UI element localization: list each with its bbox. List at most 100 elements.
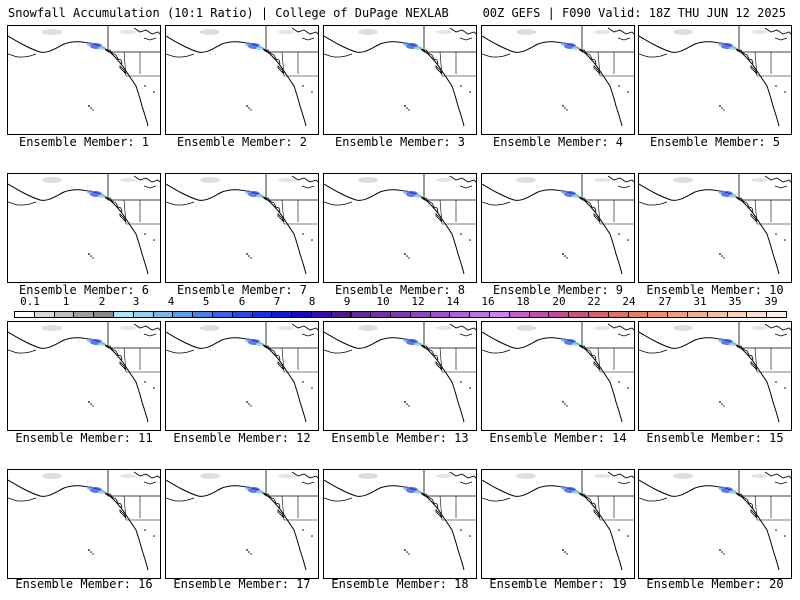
colorbar-swatch	[231, 311, 253, 318]
colorbar-swatch	[172, 311, 194, 318]
ensemble-member-label: Ensemble Member: 1	[18, 135, 150, 149]
ensemble-member-label: Ensemble Member: 18	[331, 577, 469, 591]
colorbar-swatch	[350, 311, 372, 318]
ensemble-member-label: Ensemble Member: 19	[489, 577, 627, 591]
ensemble-member-label: Ensemble Member: 20	[646, 577, 784, 591]
colorbar-swatch	[251, 311, 273, 318]
ensemble-member-map	[481, 469, 635, 579]
colorbar-swatch	[330, 311, 352, 318]
ensemble-member-label: Ensemble Member: 8	[334, 283, 466, 297]
colorbar-tick-label: 2	[98, 295, 106, 308]
colorbar-tick-label: 5	[202, 295, 210, 308]
ensemble-member-map	[7, 321, 161, 431]
colorbar-swatch	[449, 311, 471, 318]
colorbar-swatch	[390, 311, 411, 318]
colorbar-swatch	[271, 311, 293, 318]
colorbar-swatch	[667, 311, 688, 318]
colorbar-tick-label: 35	[728, 295, 742, 308]
colorbar-swatch	[132, 311, 154, 318]
colorbar-tick-label: 14	[446, 295, 460, 308]
ensemble-member-label: Ensemble Member: 11	[15, 431, 153, 445]
ensemble-member-label: Ensemble Member: 13	[331, 431, 469, 445]
colorbar-swatch	[409, 311, 431, 318]
colorbar-tick-label: 18	[516, 295, 530, 308]
run-valid-time: 00Z GEFS | F090 Valid: 18Z THU JUN 12 20…	[482, 6, 786, 20]
colorbar-tick-label: 1	[62, 295, 70, 308]
colorbar-swatch	[627, 311, 649, 318]
ensemble-member-map	[165, 25, 319, 135]
colorbar-swatch	[528, 311, 550, 318]
ensemble-member-map	[7, 469, 161, 579]
colorbar-swatch	[211, 311, 233, 318]
colorbar-swatch	[291, 311, 312, 318]
colorbar-tick-label: 0.1	[20, 295, 40, 308]
colorbar-tick-label: 12	[411, 295, 425, 308]
ensemble-member-label: Ensemble Member: 12	[173, 431, 311, 445]
colorbar-swatch	[429, 311, 451, 318]
colorbar-swatch	[152, 311, 174, 318]
ensemble-member-map	[638, 25, 792, 135]
colorbar-swatch	[766, 311, 787, 318]
colorbar-swatch	[607, 311, 629, 318]
colorbar-swatch	[53, 311, 75, 318]
ensemble-member-label: Ensemble Member: 7	[176, 283, 308, 297]
ensemble-member-map	[7, 25, 161, 135]
colorbar-swatch	[310, 311, 332, 318]
ensemble-member-label: Ensemble Member: 4	[492, 135, 624, 149]
colorbar-swatch	[112, 311, 134, 318]
ensemble-member-map	[638, 469, 792, 579]
ensemble-member-map	[165, 321, 319, 431]
colorbar-tick-label: 20	[552, 295, 566, 308]
colorbar-swatch	[568, 311, 590, 318]
ensemble-member-map	[481, 25, 635, 135]
colorbar-swatch	[73, 311, 95, 318]
colorbar-swatch	[370, 311, 392, 318]
ensemble-member-label: Ensemble Member: 3	[334, 135, 466, 149]
ensemble-member-label: Ensemble Member: 14	[489, 431, 627, 445]
colorbar-swatch	[14, 311, 35, 318]
colorbar-tick-label: 27	[658, 295, 672, 308]
ensemble-member-label: Ensemble Member: 5	[649, 135, 781, 149]
chart-title: Snowfall Accumulation (10:1 Ratio) | Col…	[8, 6, 449, 20]
ensemble-member-label: Ensemble Member: 9	[492, 283, 624, 297]
colorbar-swatch	[726, 311, 748, 318]
ensemble-member-map	[638, 173, 792, 283]
colorbar-swatch	[548, 311, 570, 318]
colorbar-swatch	[706, 311, 728, 318]
ensemble-member-map	[481, 321, 635, 431]
colorbar-swatch	[93, 311, 114, 318]
ensemble-member-label: Ensemble Member: 16	[15, 577, 153, 591]
ensemble-member-map	[638, 321, 792, 431]
ensemble-member-map	[323, 469, 477, 579]
colorbar-tick-label: 16	[481, 295, 495, 308]
ensemble-member-map	[165, 469, 319, 579]
ensemble-member-map	[323, 173, 477, 283]
colorbar-tick-label: 10	[376, 295, 390, 308]
ensemble-member-map	[323, 321, 477, 431]
ensemble-member-label: Ensemble Member: 2	[176, 135, 308, 149]
colorbar-tick-label: 7	[273, 295, 281, 308]
colorbar-tick-label: 31	[693, 295, 707, 308]
ensemble-member-label: Ensemble Member: 6	[18, 283, 150, 297]
colorbar-tick-label: 22	[587, 295, 601, 308]
colorbar-swatch	[588, 311, 609, 318]
colorbar-swatch	[489, 311, 510, 318]
ensemble-member-map	[165, 173, 319, 283]
ensemble-member-map	[481, 173, 635, 283]
colorbar-tick-label: 24	[622, 295, 636, 308]
colorbar-tick-label: 9	[343, 295, 351, 308]
ensemble-member-label: Ensemble Member: 10	[646, 283, 784, 297]
colorbar-tick-label: 3	[132, 295, 140, 308]
ensemble-member-label: Ensemble Member: 15	[646, 431, 784, 445]
colorbar-tick-label: 39	[764, 295, 778, 308]
colorbar-swatch	[33, 311, 55, 318]
ensemble-member-label: Ensemble Member: 17	[173, 577, 311, 591]
colorbar-swatch	[469, 311, 491, 318]
colorbar-swatch	[647, 311, 669, 318]
colorbar-tick-label: 4	[167, 295, 175, 308]
colorbar-swatch	[192, 311, 213, 318]
colorbar-swatch	[687, 311, 708, 318]
ensemble-member-map	[7, 173, 161, 283]
colorbar-tick-label: 8	[308, 295, 316, 308]
ensemble-member-map	[323, 25, 477, 135]
